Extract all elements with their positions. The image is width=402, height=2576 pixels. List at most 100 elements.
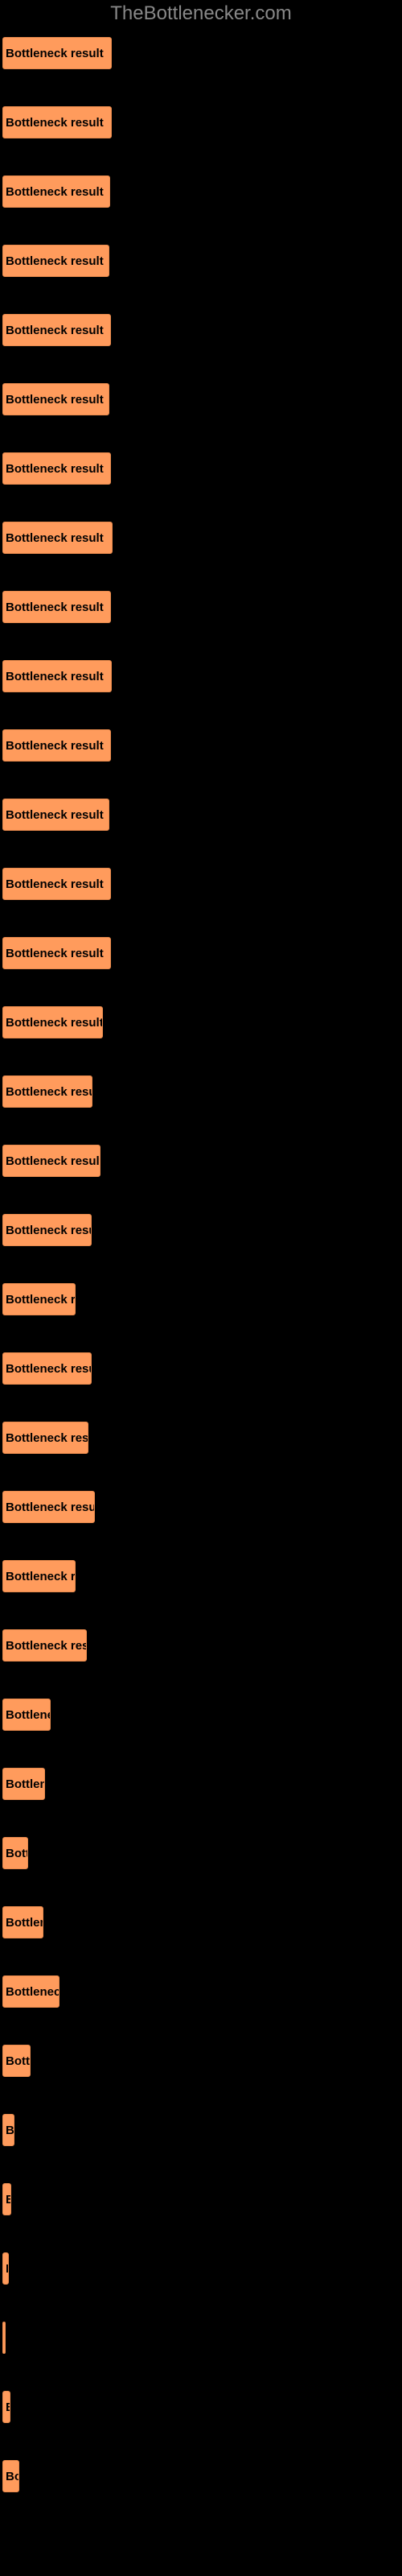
bar-row: Bottleneck result (2, 1629, 400, 1662)
bar: Bottleneck result (2, 2114, 14, 2146)
bar-label: Bottleneck result (3, 1570, 76, 1583)
bar: Bottleneck result (2, 37, 112, 69)
bar-label: Bottleneck result (3, 1431, 88, 1445)
bar: Bottleneck result (2, 1768, 45, 1800)
bar-row: Bottleneck result (2, 383, 400, 415)
bar-label: Bottleneck result (3, 1985, 59, 1999)
bar: Bottleneck result (2, 1006, 103, 1038)
bar: Bottleneck result (2, 314, 111, 346)
bar-label: Bottleneck result (3, 1085, 92, 1099)
bar-label: Bottleneck result (3, 47, 104, 60)
bar: Bottleneck result (2, 1837, 28, 1869)
bar: Bottleneck result (2, 2183, 11, 2215)
bar-label: Bottleneck result (3, 1154, 100, 1168)
bar-row: Bottleneck result (2, 314, 400, 346)
bar-row: Bottleneck result (2, 1422, 400, 1454)
bar-row: Bottleneck result (2, 452, 400, 485)
bar-row: Bottleneck result (2, 1214, 400, 1246)
bar: Bottleneck result (2, 2322, 6, 2354)
bar: Bottleneck result (2, 1075, 92, 1108)
bar-row: Bottleneck result (2, 245, 400, 277)
bar-label: Bottleneck result (3, 1916, 43, 1930)
bar-row: Bottleneck result (2, 1283, 400, 1315)
bar: Bottleneck result (2, 1214, 92, 1246)
bar-label: Bottleneck result (3, 601, 104, 614)
bar-label: Bottleneck result (3, 947, 104, 960)
bar: Bottleneck result (2, 1560, 76, 1592)
bar: Bottleneck result (2, 106, 112, 138)
bar-row: Bottleneck result (2, 1491, 400, 1523)
bar: Bottleneck result (2, 660, 112, 692)
bar: Bottleneck result (2, 2045, 31, 2077)
bar-row: Bottleneck result (2, 1560, 400, 1592)
bar-label: Bottleneck result (3, 1777, 45, 1791)
bar-row: Bottleneck result (2, 729, 400, 762)
bar: Bottleneck result (2, 591, 111, 623)
bar-label: Bottleneck result (3, 393, 104, 407)
bar-row: Bottleneck result (2, 2322, 400, 2354)
bar: Bottleneck result (2, 452, 111, 485)
bar: Bottleneck result (2, 1699, 51, 1731)
bar-row: Bottleneck result (2, 2391, 400, 2423)
bar-row: Bottleneck result (2, 522, 400, 554)
bar-row: Bottleneck result (2, 1975, 400, 2008)
bar-label: Bottleneck result (3, 185, 104, 199)
bar-row: Bottleneck result (2, 660, 400, 692)
header: TheBottlenecker.com (0, 0, 402, 37)
bar-row: Bottleneck result (2, 868, 400, 900)
bar-label: Bottleneck result (3, 1224, 92, 1237)
bar: Bottleneck result (2, 2391, 10, 2423)
bar-label: Bottleneck result (3, 2193, 11, 2207)
bar-label: Bottleneck result (3, 808, 104, 822)
bar-label: Bottleneck result (3, 1847, 28, 1860)
bar-row: Bottleneck result (2, 1006, 400, 1038)
bar-label: Bottleneck result (3, 2331, 6, 2345)
bar: Bottleneck result (2, 1283, 76, 1315)
bar: Bottleneck result (2, 245, 109, 277)
bar-label: Bottleneck result (3, 2470, 19, 2483)
bar: Bottleneck result (2, 799, 109, 831)
bar-label: Bottleneck result (3, 877, 104, 891)
bar-row: Bottleneck result (2, 1837, 400, 1869)
bar: Bottleneck result (2, 522, 113, 554)
bar-row: Bottleneck result (2, 1145, 400, 1177)
bar-row: Bottleneck result (2, 2045, 400, 2077)
bar-row: Bottleneck result (2, 591, 400, 623)
bar: Bottleneck result (2, 1352, 92, 1385)
bar: Bottleneck result (2, 729, 111, 762)
bar-row: Bottleneck result (2, 799, 400, 831)
bar-label: Bottleneck result (3, 1016, 103, 1030)
bar-row: Bottleneck result (2, 2114, 400, 2146)
bar-label: Bottleneck result (3, 1293, 76, 1307)
bar: Bottleneck result (2, 175, 110, 208)
bar: Bottleneck result (2, 1906, 43, 1938)
bar-label: Bottleneck result (3, 254, 104, 268)
bar-label: Bottleneck result (3, 2124, 14, 2137)
bar-row: Bottleneck result (2, 1699, 400, 1731)
bar-row: Bottleneck result (2, 37, 400, 69)
bar-label: Bottleneck result (3, 1708, 51, 1722)
bar: Bottleneck result (2, 383, 109, 415)
bar-label: Bottleneck result (3, 116, 104, 130)
bar-label: Bottleneck result (3, 462, 104, 476)
bar-row: Bottleneck result (2, 2183, 400, 2215)
bar: Bottleneck result (2, 1975, 59, 2008)
bar-row: Bottleneck result (2, 1768, 400, 1800)
bottleneck-chart: Bottleneck result Bottleneck result Bottle… (0, 37, 402, 2492)
bar-label: Bottleneck result (3, 531, 104, 545)
bar-label: Bottleneck result (3, 324, 104, 337)
bar-row: Bottleneck result (2, 937, 400, 969)
bar-label: Bottleneck result (3, 2054, 31, 2068)
bar-row: Bottleneck result (2, 1075, 400, 1108)
bar: Bottleneck result (2, 1491, 95, 1523)
bar-row: Bottleneck result (2, 1906, 400, 1938)
bar-row: Bottleneck result (2, 106, 400, 138)
bar-label: Bottleneck result (3, 2401, 10, 2414)
bar-label: Bottleneck result (3, 739, 104, 753)
bar-row: Bottleneck result (2, 1352, 400, 1385)
bar: Bottleneck result (2, 937, 111, 969)
bar-label: Bottleneck result (3, 670, 104, 683)
bar-label: Bottleneck result (3, 1639, 87, 1653)
bar: Bottleneck result (2, 2460, 19, 2492)
site-title: TheBottlenecker.com (110, 2, 291, 24)
